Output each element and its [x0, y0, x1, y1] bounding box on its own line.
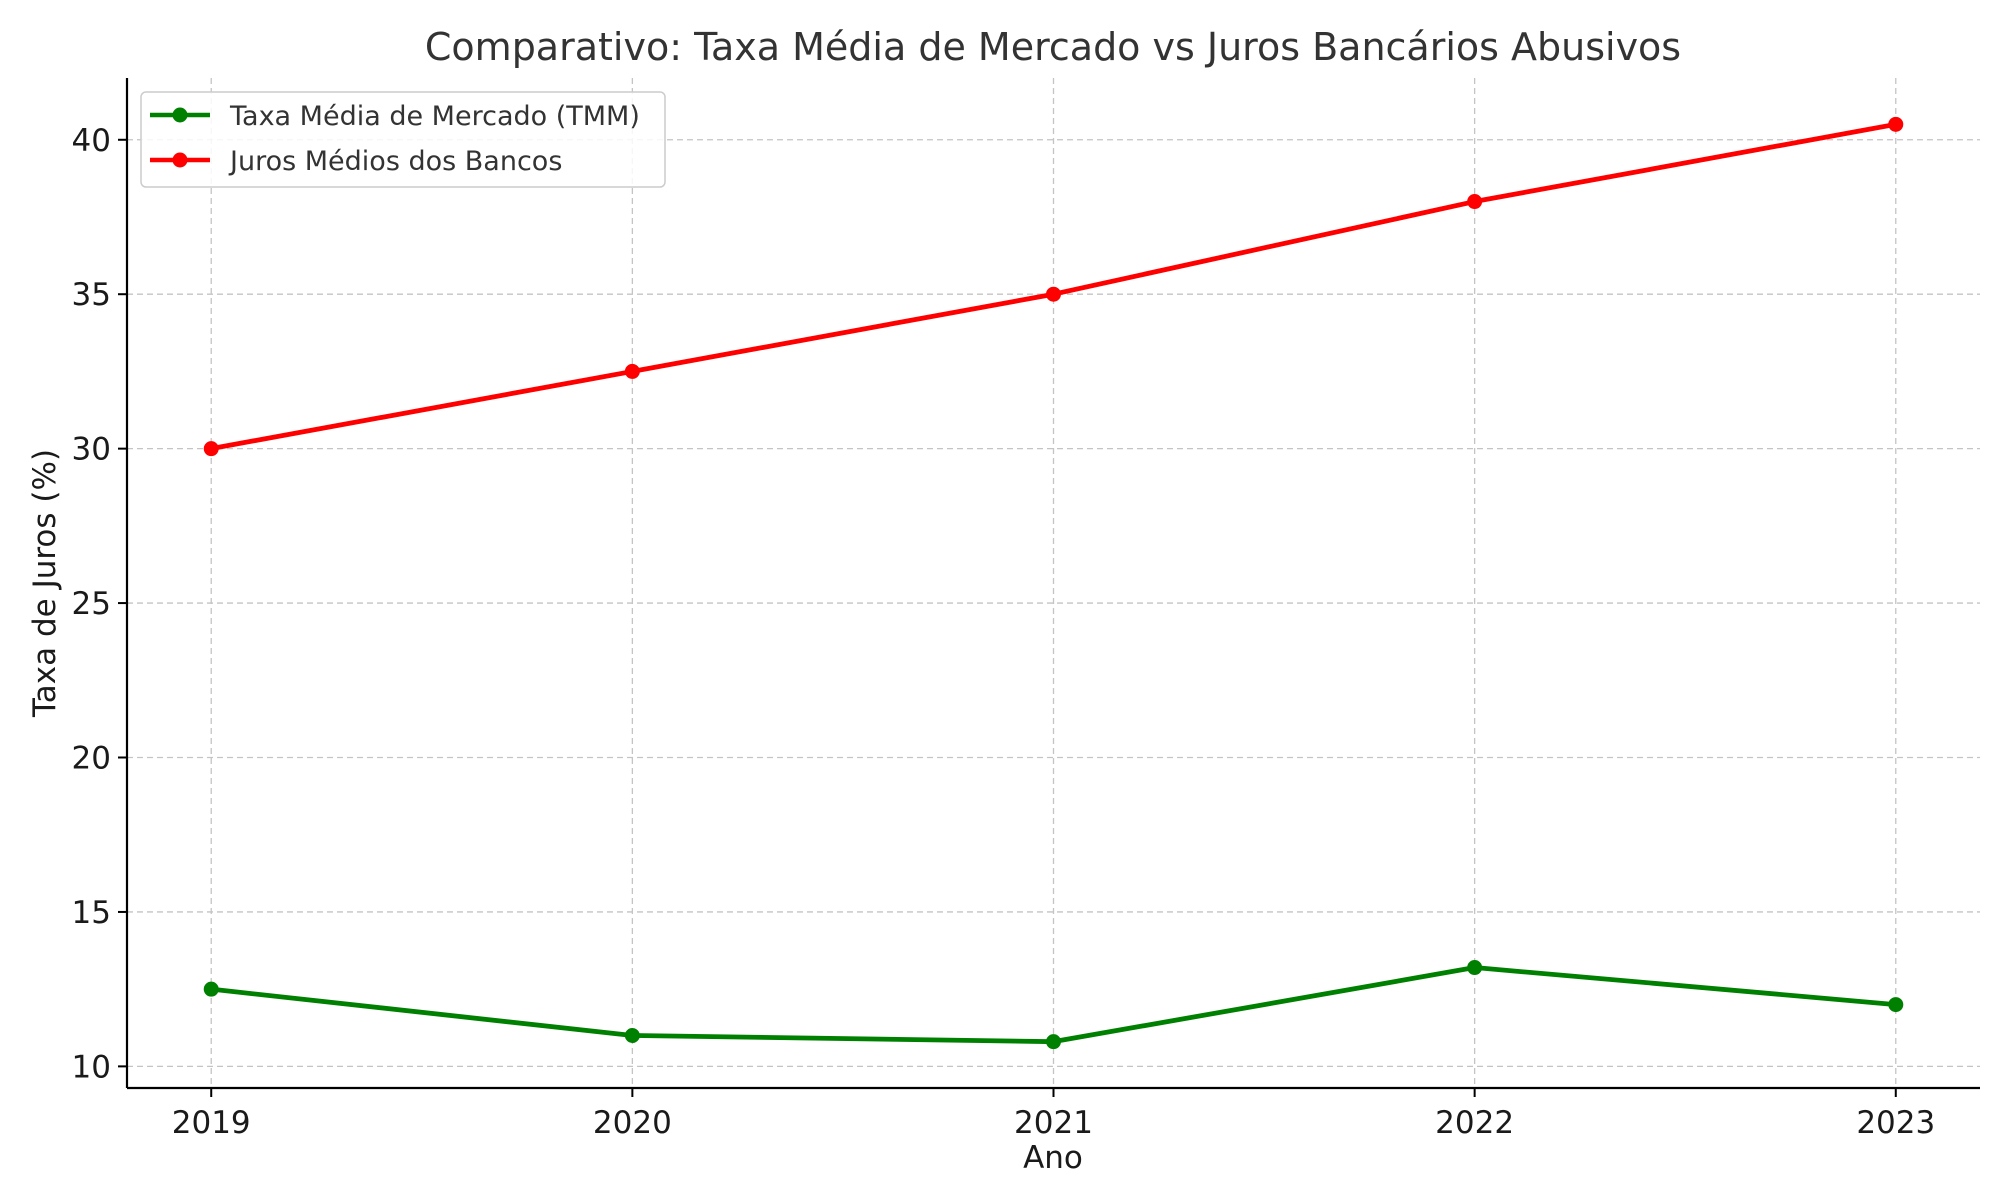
series-1 [203, 116, 1904, 457]
data-point [1467, 960, 1483, 976]
y-tick-label: 30 [72, 432, 111, 468]
y-tick-label: 35 [72, 277, 111, 313]
data-point [203, 981, 219, 997]
y-tick-label: 40 [72, 123, 111, 159]
y-tick-label: 15 [72, 895, 111, 931]
y-tick-label: 10 [72, 1049, 111, 1085]
data-point [624, 1027, 640, 1043]
grid [127, 78, 1980, 1088]
chart-title: Comparativo: Taxa Média de Mercado vs Ju… [425, 25, 1681, 69]
legend-label-bancos: Juros Médios dos Bancos [228, 146, 562, 177]
x-axis-title: Ano [1023, 1140, 1083, 1176]
x-tick-label: 2022 [1435, 1105, 1514, 1141]
y-tick-label: 20 [72, 741, 111, 777]
series [203, 116, 1904, 1050]
x-tick-label: 2019 [172, 1105, 251, 1141]
data-point [1888, 997, 1904, 1013]
legend-box [140, 91, 666, 188]
legend-label-tmm: Taxa Média de Mercado (TMM) [229, 101, 640, 132]
x-tick-label: 2021 [1014, 1105, 1093, 1141]
y-axis-title: Taxa de Juros (%) [27, 449, 63, 718]
series-0 [203, 960, 1904, 1050]
x-ticks: 2019 2020 2021 2022 2023 [172, 1088, 1935, 1141]
data-point [1888, 116, 1904, 132]
data-point [1046, 1034, 1061, 1050]
legend-marker-bancos [172, 152, 188, 168]
data-point [203, 441, 219, 457]
data-point [624, 363, 640, 379]
data-point [1046, 286, 1061, 302]
y-tick-label: 25 [72, 586, 111, 622]
x-tick-label: 2020 [593, 1105, 672, 1141]
legend-marker-tmm [172, 107, 188, 123]
data-point [1467, 194, 1483, 210]
legend: Taxa Média de Mercado (TMM) Juros Médios… [140, 91, 666, 188]
x-tick-label: 2023 [1856, 1105, 1935, 1141]
y-ticks: 10 15 20 25 30 35 40 [72, 123, 127, 1085]
